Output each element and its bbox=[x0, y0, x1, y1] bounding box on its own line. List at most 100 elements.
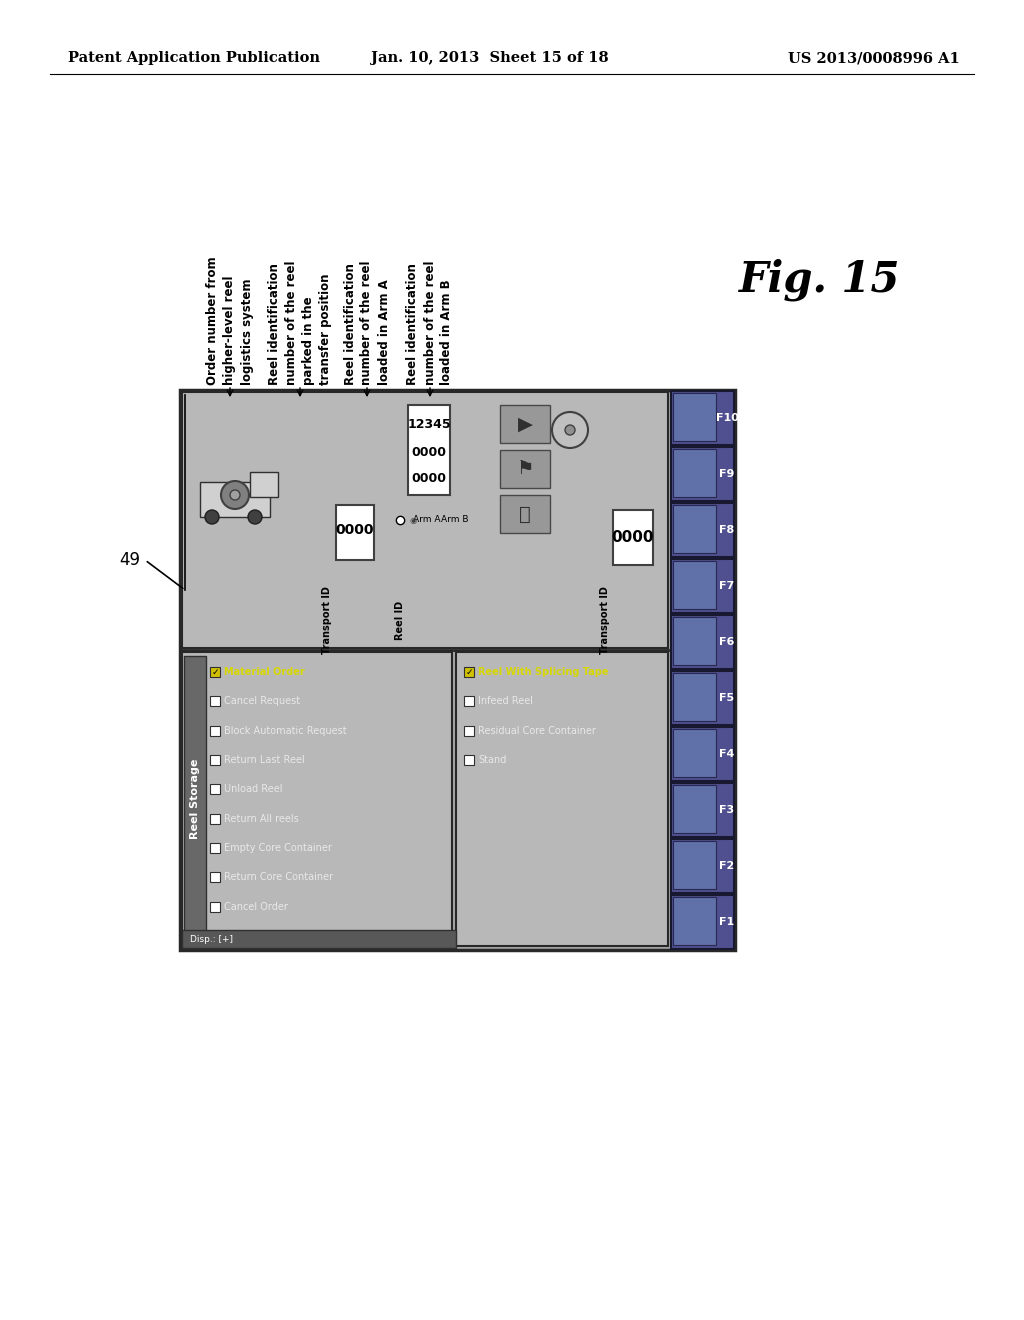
Text: 0000: 0000 bbox=[336, 523, 374, 537]
Bar bbox=[673, 673, 716, 721]
Text: 0000: 0000 bbox=[611, 531, 654, 545]
Text: F6: F6 bbox=[719, 638, 734, 647]
Text: Jan. 10, 2013  Sheet 15 of 18: Jan. 10, 2013 Sheet 15 of 18 bbox=[371, 51, 609, 65]
Text: ◉: ◉ bbox=[410, 516, 417, 524]
Text: ⌖: ⌖ bbox=[519, 504, 530, 524]
Bar bbox=[673, 449, 716, 498]
Text: 0000: 0000 bbox=[412, 446, 446, 458]
Text: Reel Storage: Reel Storage bbox=[190, 759, 200, 840]
Text: US 2013/0008996 A1: US 2013/0008996 A1 bbox=[788, 51, 961, 65]
Text: Fig. 15: Fig. 15 bbox=[739, 259, 901, 301]
Text: Arm B: Arm B bbox=[441, 516, 469, 524]
Text: Transport ID: Transport ID bbox=[600, 586, 610, 653]
Bar bbox=[671, 447, 734, 502]
Text: Transport ID: Transport ID bbox=[322, 586, 332, 653]
Text: F8: F8 bbox=[720, 525, 734, 535]
Text: Arm A: Arm A bbox=[414, 516, 440, 524]
Bar bbox=[210, 843, 220, 853]
Text: ✓: ✓ bbox=[465, 668, 473, 676]
Text: Reel identification
number of the reel
loaded in Arm B: Reel identification number of the reel l… bbox=[407, 260, 454, 385]
Text: ✓: ✓ bbox=[211, 668, 219, 676]
Circle shape bbox=[552, 412, 588, 447]
Text: Disp.: [+]: Disp.: [+] bbox=[190, 935, 233, 944]
Text: F5: F5 bbox=[720, 693, 734, 704]
Bar bbox=[673, 561, 716, 609]
Bar bbox=[500, 495, 550, 533]
Bar bbox=[671, 895, 734, 949]
Circle shape bbox=[230, 490, 240, 500]
Bar bbox=[210, 755, 220, 766]
Text: Material Order: Material Order bbox=[224, 667, 305, 677]
Bar bbox=[671, 503, 734, 557]
Bar bbox=[456, 652, 668, 946]
Bar bbox=[210, 726, 220, 735]
Bar bbox=[210, 902, 220, 912]
Bar bbox=[210, 873, 220, 882]
Bar bbox=[464, 667, 474, 677]
Bar bbox=[671, 727, 734, 781]
Circle shape bbox=[221, 480, 249, 510]
Text: Cancel Request: Cancel Request bbox=[224, 697, 300, 706]
Text: 49: 49 bbox=[119, 550, 140, 569]
Bar bbox=[182, 392, 668, 648]
Text: Reel With Splicing Tape: Reel With Splicing Tape bbox=[478, 667, 608, 677]
Text: Order number from
higher-level reel
logistics system: Order number from higher-level reel logi… bbox=[207, 256, 254, 385]
Bar bbox=[671, 558, 734, 612]
Text: ▶: ▶ bbox=[517, 414, 532, 433]
Bar bbox=[500, 405, 550, 444]
Bar bbox=[184, 396, 304, 644]
Text: Empty Core Container: Empty Core Container bbox=[224, 843, 332, 853]
Bar bbox=[673, 616, 716, 665]
Text: Patent Application Publication: Patent Application Publication bbox=[68, 51, 319, 65]
Text: Return Last Reel: Return Last Reel bbox=[224, 755, 305, 766]
Bar bbox=[182, 652, 452, 946]
Bar bbox=[673, 506, 716, 553]
Bar bbox=[613, 510, 653, 565]
Bar bbox=[671, 615, 734, 669]
Circle shape bbox=[205, 510, 219, 524]
Bar bbox=[250, 473, 278, 498]
Text: Reel identification
number of the reel
parked in the
transfer position: Reel identification number of the reel p… bbox=[268, 260, 332, 385]
Text: Unload Reel: Unload Reel bbox=[224, 784, 283, 795]
Text: Return Core Container: Return Core Container bbox=[224, 873, 333, 882]
Bar bbox=[671, 783, 734, 837]
Bar bbox=[210, 697, 220, 706]
Text: F7: F7 bbox=[720, 581, 734, 591]
Bar bbox=[464, 726, 474, 735]
Bar bbox=[671, 391, 734, 445]
Text: F4: F4 bbox=[719, 748, 734, 759]
Bar bbox=[210, 784, 220, 795]
Text: Reel identification
number of the reel
loaded in Arm A: Reel identification number of the reel l… bbox=[343, 260, 390, 385]
Text: Residual Core Container: Residual Core Container bbox=[478, 726, 596, 735]
Text: F2: F2 bbox=[720, 861, 734, 871]
Bar bbox=[182, 931, 456, 948]
Bar bbox=[180, 389, 735, 950]
Text: 12345: 12345 bbox=[408, 418, 451, 432]
Bar bbox=[408, 405, 450, 495]
Text: Infeed Reel: Infeed Reel bbox=[478, 697, 534, 706]
Text: Block Automatic Request: Block Automatic Request bbox=[224, 726, 347, 735]
Text: F9: F9 bbox=[719, 469, 734, 479]
Text: Reel ID: Reel ID bbox=[395, 601, 406, 640]
Bar bbox=[673, 729, 716, 777]
Circle shape bbox=[565, 425, 575, 436]
Text: F10: F10 bbox=[716, 413, 738, 422]
Bar bbox=[210, 813, 220, 824]
Bar bbox=[464, 755, 474, 766]
Text: ⚑: ⚑ bbox=[516, 459, 534, 479]
Bar bbox=[210, 667, 220, 677]
Text: 0000: 0000 bbox=[412, 471, 446, 484]
Text: Cancel Order: Cancel Order bbox=[224, 902, 288, 912]
Text: Return All reels: Return All reels bbox=[224, 813, 299, 824]
Bar bbox=[671, 671, 734, 725]
Text: F3: F3 bbox=[720, 805, 734, 814]
Bar bbox=[671, 840, 734, 894]
Bar bbox=[500, 450, 550, 488]
Bar bbox=[184, 656, 206, 942]
Text: F1: F1 bbox=[720, 917, 734, 927]
Text: Stand: Stand bbox=[478, 755, 507, 766]
Bar bbox=[673, 785, 716, 833]
Circle shape bbox=[248, 510, 262, 524]
Bar bbox=[673, 841, 716, 888]
Bar bbox=[673, 393, 716, 441]
